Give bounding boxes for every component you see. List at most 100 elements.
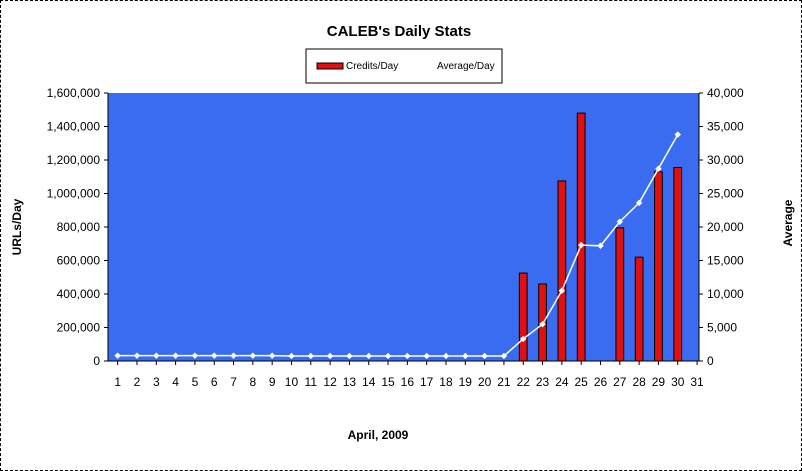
- x-tick-label: 1: [114, 375, 121, 389]
- average-marker-16: [404, 352, 411, 360]
- average-marker-30: [674, 131, 681, 138]
- x-ticks: 1 2 3 4 5 6 7 8 9 10 11 12 13 14 15 16 17 18 19 20 21 22 23 24 2…: [114, 361, 704, 389]
- x-tick-label: 7: [230, 375, 237, 389]
- average-marker-18: [442, 352, 450, 360]
- average-marker-4: [172, 352, 179, 359]
- plot-area: [108, 93, 699, 361]
- average-marker-23: [539, 320, 546, 328]
- y2-tick-label: 10,000: [707, 287, 744, 301]
- average-marker-2: [133, 352, 141, 359]
- average-marker-15: [384, 352, 392, 360]
- y-tick-label: 1,400,000: [47, 120, 101, 134]
- y-tick-label: 400,000: [57, 287, 101, 301]
- bars-group: [518, 112, 683, 362]
- average-marker-10: [288, 352, 295, 360]
- y2-tick-label: 30,000: [707, 153, 744, 167]
- bar-credits-day-29: [654, 171, 663, 362]
- average-marker-14: [365, 352, 372, 360]
- legend: Credits/Day Average/Day: [305, 48, 503, 84]
- bar-credits-day-22: [518, 272, 528, 362]
- x-tick-label: 13: [343, 375, 357, 389]
- average-marker-28: [635, 199, 643, 207]
- x-tick-label: 15: [381, 375, 395, 389]
- x-tick-label: 23: [536, 375, 550, 389]
- y-ticks-left: 0 200,000 400,000 600,000 800,000 1,000,000 1,…: [47, 86, 108, 368]
- x-tick-label: 17: [420, 375, 434, 389]
- average-marker-17: [423, 352, 430, 360]
- x-axis-label: April, 2009: [348, 428, 409, 442]
- bar-credits-day-24: [557, 180, 567, 362]
- x-tick-label: 27: [613, 375, 627, 389]
- y-tick-label: 1,000,000: [47, 187, 101, 201]
- x-tick-label: 26: [594, 375, 608, 389]
- x-tick-label: 18: [439, 375, 453, 389]
- legend-label-credits: Credits/Day: [346, 61, 398, 72]
- y2-tick-label: 15,000: [707, 254, 744, 268]
- x-tick-label: 2: [134, 375, 141, 389]
- x-tick-label: 14: [362, 375, 376, 389]
- x-tick-label: 24: [555, 375, 569, 389]
- bar-credits-day-27: [615, 227, 625, 362]
- x-tick-label: 16: [401, 375, 415, 389]
- y-tick-label: 0: [93, 354, 100, 368]
- x-tick-label: 28: [632, 375, 646, 389]
- x-tick-label: 8: [250, 375, 257, 389]
- y2-tick-label: 5,000: [707, 321, 737, 335]
- x-tick-label: 5: [192, 375, 199, 389]
- y-tick-label: 1,600,000: [47, 86, 101, 100]
- average-marker-20: [481, 352, 488, 360]
- average-marker-12: [326, 352, 334, 360]
- average-per-day-line: [117, 134, 679, 357]
- x-tick-label: 19: [459, 375, 473, 389]
- average-marker-19: [462, 352, 469, 360]
- y2-tick-label: 40,000: [707, 86, 744, 100]
- average-marker-27: [616, 218, 624, 225]
- legend-swatch-credits: [316, 62, 344, 70]
- x-tick-label: 10: [285, 375, 299, 389]
- y-axis-label: URLs/Day: [10, 198, 24, 255]
- average-marker-26: [597, 242, 604, 249]
- x-tick-label: 12: [323, 375, 337, 389]
- x-tick-label: 11: [305, 375, 318, 389]
- y2-tick-label: 20,000: [707, 220, 744, 234]
- y-tick-label: 200,000: [57, 321, 101, 335]
- y-ticks-right: 0 5,000 10,000 15,000 20,000 25,000 30,000 35,0…: [699, 86, 744, 368]
- average-line-group: [114, 131, 681, 360]
- x-tick-label: 3: [153, 375, 160, 389]
- legend-label-average: Average/Day: [437, 61, 495, 72]
- y2-axis-label: Average: [781, 199, 795, 246]
- x-tick-label: 29: [652, 375, 666, 389]
- bar-credits-day-25: [576, 112, 586, 362]
- x-tick-label: 30: [671, 375, 685, 389]
- average-marker-22: [520, 335, 527, 343]
- y2-tick-label: 35,000: [707, 120, 744, 134]
- average-marker-21: [500, 352, 508, 360]
- y2-tick-label: 25,000: [707, 187, 744, 201]
- average-marker-13: [346, 352, 353, 360]
- y-tick-label: 600,000: [57, 254, 101, 268]
- x-tick-label: 21: [497, 375, 511, 389]
- average-marker-5: [191, 352, 199, 359]
- y2-tick-label: 0: [707, 354, 714, 368]
- average-marker-9: [268, 352, 276, 359]
- x-tick-label: 6: [211, 375, 218, 389]
- average-marker-1: [114, 352, 121, 359]
- average-marker-3: [153, 352, 160, 359]
- x-tick-label: 25: [575, 375, 589, 389]
- x-tick-label: 22: [517, 375, 531, 389]
- bar-credits-day-28: [634, 256, 644, 362]
- average-marker-8: [249, 352, 257, 359]
- x-tick-label: 9: [269, 375, 276, 389]
- x-tick-label: 20: [478, 375, 492, 389]
- average-marker-7: [230, 352, 237, 359]
- average-marker-6: [211, 352, 218, 359]
- bar-credits-day-30: [673, 167, 683, 362]
- y-tick-label: 1,200,000: [47, 153, 101, 167]
- chart-title: CALEB's Daily Stats: [327, 23, 471, 40]
- average-marker-29: [655, 165, 662, 172]
- average-marker-24: [558, 287, 566, 294]
- average-marker-25: [577, 241, 585, 249]
- average-marker-11: [307, 352, 314, 360]
